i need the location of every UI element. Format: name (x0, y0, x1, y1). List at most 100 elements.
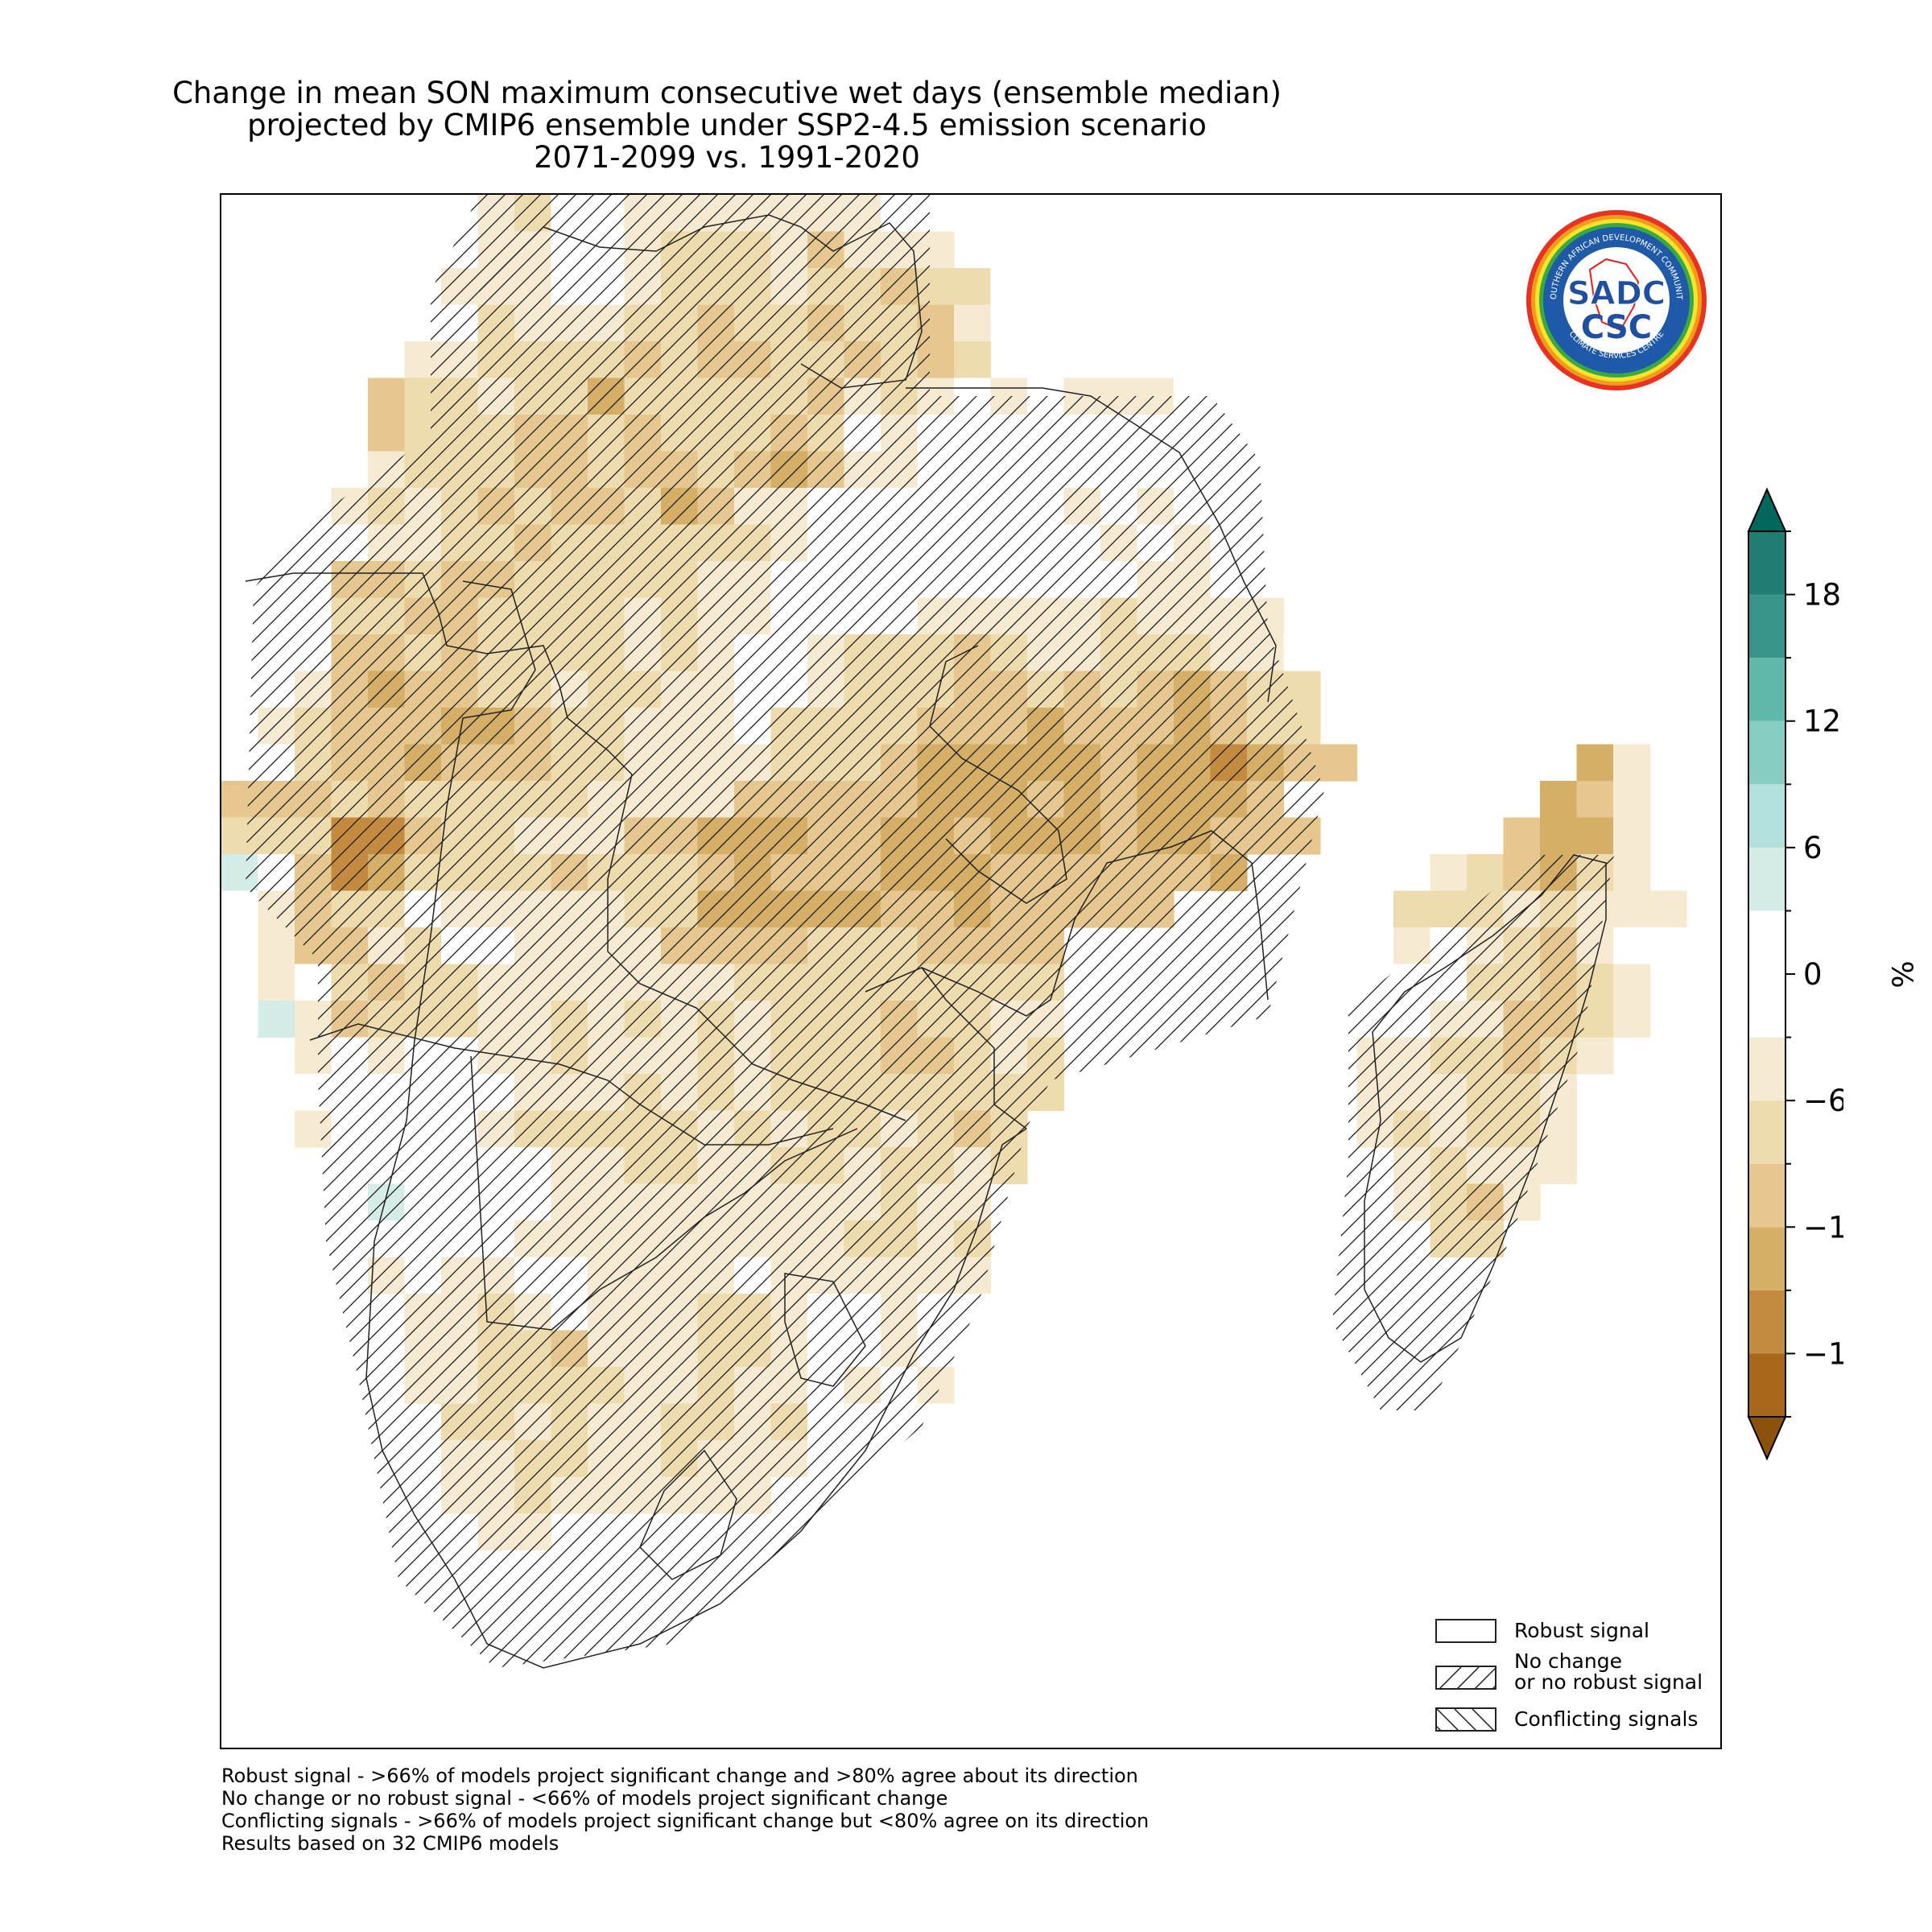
grid-cell (221, 927, 259, 965)
grid-cell (258, 1001, 295, 1038)
colorbar-tick-label: −6 (1803, 1084, 1843, 1118)
colorbar-bin (1748, 1163, 1785, 1228)
colorbar-bin (1748, 531, 1785, 595)
grid-cell (1467, 854, 1505, 892)
colorbar-bin (1748, 784, 1785, 848)
grid-cell (954, 341, 992, 379)
grid-cell (1613, 964, 1651, 1001)
colorbar-bin (1748, 594, 1785, 658)
grid-cell (1649, 890, 1687, 928)
title-line-3: 2071-2099 vs. 1991-2020 (534, 140, 920, 175)
footnote-3: Conflicting signals - >66% of models pro… (221, 1810, 1150, 1832)
border-line (365, 580, 1027, 1669)
colorbar-bin (1748, 720, 1785, 785)
colorbar-extend-low (1747, 1416, 1787, 1461)
grid-cell (1649, 927, 1687, 965)
svg-text:SADC: SADC (1567, 275, 1666, 312)
border-line (1364, 854, 1607, 1363)
footnotes: Robust signal - >66% of models project s… (221, 1765, 1149, 1855)
grid-cell (954, 268, 992, 306)
footnote-4: Results based on 32 CMIP6 models (221, 1832, 559, 1855)
legend-item-conflicting: Conflicting signals (1435, 1703, 1709, 1741)
border-line (784, 1273, 866, 1387)
grid-cell (1613, 854, 1651, 892)
title-line-2: projected by CMIP6 ensemble under SSP2-4… (247, 108, 1207, 142)
grid-cell (1320, 744, 1358, 782)
legend-label-no-change: No change or no robust signal (1514, 1651, 1703, 1693)
grid-cell (954, 304, 992, 342)
grid-cell (1613, 781, 1651, 819)
colorbar-tick-label: −18 (1803, 1336, 1843, 1371)
grid-cell (1540, 781, 1578, 819)
grid-cell (368, 415, 406, 452)
country-borders (245, 214, 1607, 1669)
grid-cell (1430, 854, 1468, 892)
hatch-region (246, 195, 1324, 1668)
border-line (607, 774, 906, 1121)
border-line (865, 830, 1269, 1017)
legend-label-conflicting: Conflicting signals (1514, 1707, 1699, 1731)
map-title: Change in mean SON maximum consecutive w… (0, 77, 1454, 174)
grid-cell (990, 304, 1028, 342)
grid-cell (258, 964, 295, 1001)
colorbar-tick-label: 12 (1803, 704, 1841, 739)
colorbar-tick-label: 18 (1803, 578, 1841, 613)
grid-cell (1576, 781, 1614, 819)
grid-cell (368, 378, 406, 415)
legend-label-no-change-line1: No change (1514, 1649, 1622, 1673)
border-line (906, 387, 1277, 703)
grid-cell (258, 927, 295, 965)
grid-cell (1576, 817, 1614, 855)
hatch-legend: Robust signal No change or no robust sig… (1435, 1614, 1709, 1741)
colorbar-bin (1748, 1353, 1785, 1417)
grid-cell (1576, 1037, 1614, 1075)
grid-cell (258, 488, 295, 526)
colorbar-bin (1748, 1037, 1785, 1101)
colorbar-tick-label: 6 (1803, 831, 1823, 865)
colorbar: 18 12 6 0 −6 −12 −18 (1747, 483, 1866, 1465)
legend-label-robust: Robust signal (1514, 1619, 1649, 1642)
colorbar-bin (1748, 1290, 1785, 1354)
grid-cell (1503, 817, 1541, 855)
border-line (470, 1055, 858, 1331)
legend-swatch-empty (1435, 1619, 1496, 1643)
border-line (478, 214, 923, 389)
grid-cell (1613, 927, 1651, 965)
grid-cell (1540, 1147, 1578, 1185)
colorbar-bin (1748, 910, 1785, 1038)
border-line (245, 572, 633, 775)
legend-swatch-forward-hatch (1435, 1666, 1496, 1690)
grid-cell (1393, 890, 1431, 928)
grid-cell (1613, 744, 1651, 782)
colorbar-unit-label: % (1887, 960, 1921, 989)
colorbar-tick-label: 0 (1803, 957, 1823, 992)
colorbar-extend-high (1747, 487, 1787, 532)
legend-item-robust: Robust signal (1435, 1614, 1709, 1653)
colorbar-bin (1748, 658, 1785, 721)
grid-cell (1576, 744, 1614, 782)
border-line (929, 645, 1067, 904)
border-line (639, 1449, 737, 1580)
colorbar-tick-label: −12 (1803, 1210, 1843, 1245)
map-panel (220, 193, 1722, 1749)
colorbar-bin (1748, 847, 1785, 911)
title-line-1: Change in mean SON maximum consecutive w… (172, 76, 1282, 110)
grid-cell (1540, 817, 1578, 855)
choropleth-map (221, 195, 1687, 1669)
colorbar-bin (1748, 1100, 1785, 1164)
border-line (309, 1023, 834, 1146)
colorbar-bin (1748, 1227, 1785, 1290)
legend-label-no-change-line2: or no robust signal (1514, 1670, 1703, 1694)
footnote-1: Robust signal - >66% of models project s… (221, 1765, 1138, 1787)
sadc-csc-logo: SADC CSC SOUTHERN AFRICAN DEVELOPMENT CO… (1522, 203, 1707, 391)
footnote-2: No change or no robust signal - <66% of … (221, 1787, 948, 1810)
grid-cell (1613, 817, 1651, 855)
svg-text:CSC: CSC (1581, 309, 1652, 346)
grid-cell (1283, 634, 1321, 672)
grid-cell (1613, 1001, 1651, 1038)
legend-swatch-back-hatch (1435, 1707, 1496, 1732)
grid-cell (990, 268, 1028, 306)
border-line (921, 967, 1027, 1129)
legend-item-no-change: No change or no robust signal (1435, 1651, 1709, 1703)
grid-cell (221, 890, 259, 928)
